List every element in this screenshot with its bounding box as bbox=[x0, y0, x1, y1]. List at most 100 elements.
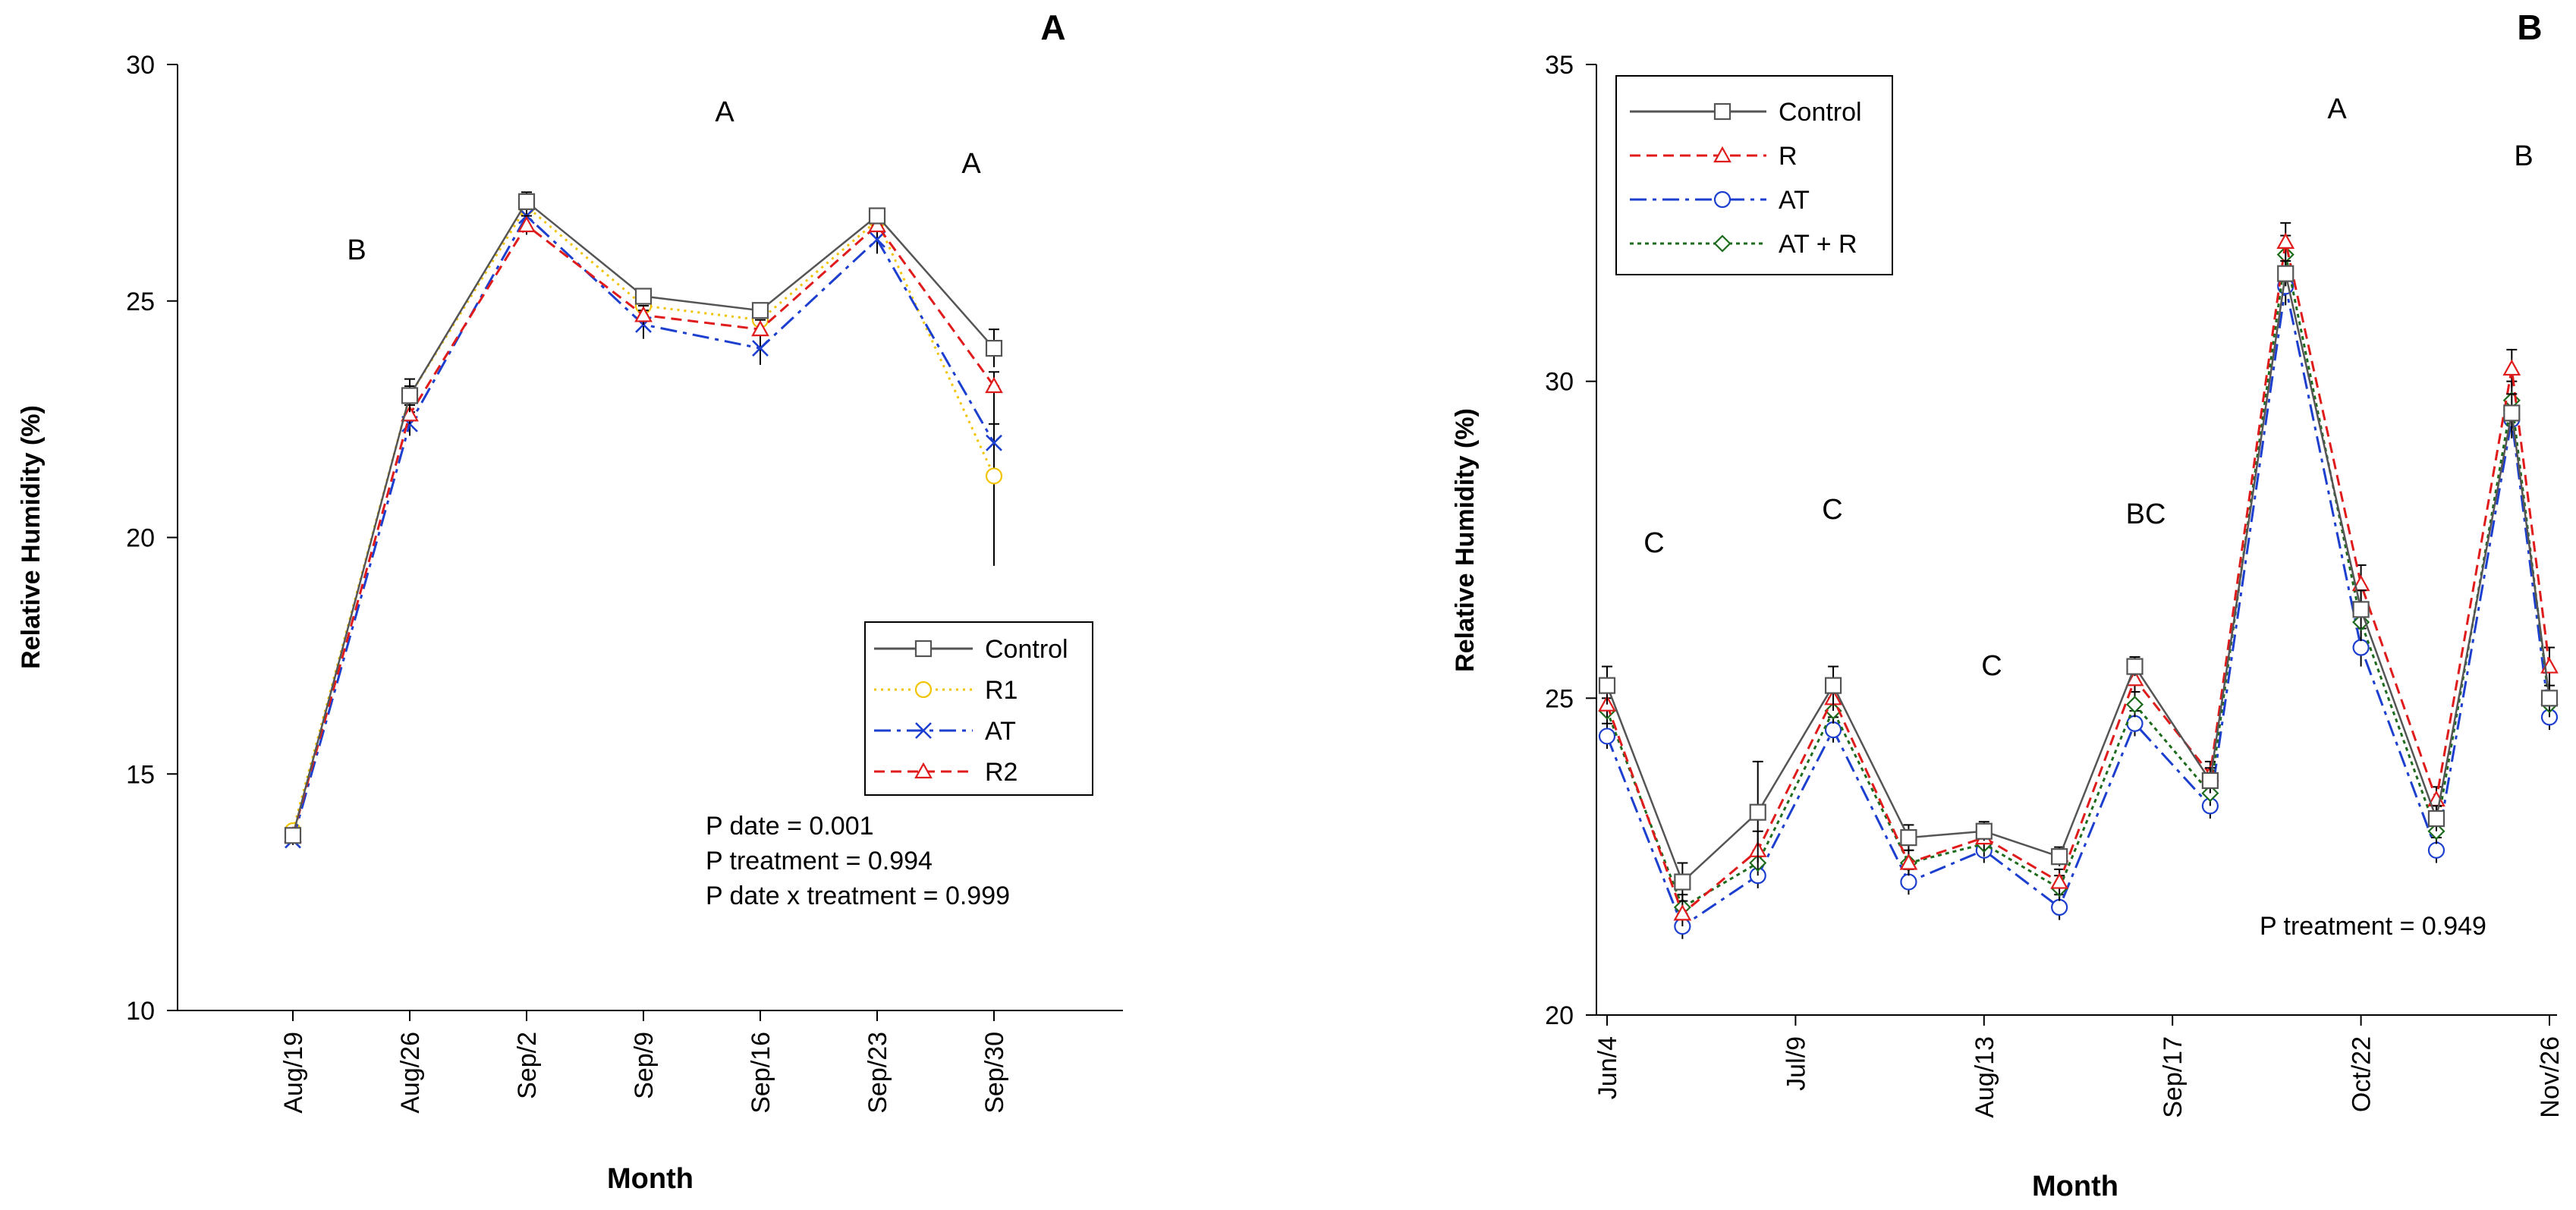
panel-b-marker bbox=[2427, 809, 2445, 828]
panel-b-legend-marker bbox=[1713, 190, 1731, 209]
panel-b-marker bbox=[1674, 873, 1691, 891]
panel-b-marker bbox=[1598, 677, 1616, 694]
panel-a-y-tick-label: 15 bbox=[126, 760, 155, 789]
panel-a-legend-label: R2 bbox=[985, 758, 1018, 787]
panel-b-y-axis-title: Relative Humidity (%) bbox=[1451, 408, 1480, 672]
panel-b-marker bbox=[2352, 601, 2370, 618]
panel-b-series-line bbox=[1606, 241, 2551, 916]
panel-b-x-tick-label: Jun/4 bbox=[1593, 1036, 1622, 1099]
panel-a-x-tick-label: Sep/30 bbox=[980, 1032, 1009, 1114]
panel-b-significance-letter: B bbox=[2514, 140, 2533, 172]
panel-a-significance-letter: A bbox=[961, 148, 981, 180]
panel-b-significance-letter: C bbox=[1822, 494, 1842, 526]
panel-b-marker bbox=[2050, 872, 2069, 889]
panel-a-stats-line: P date x treatment = 0.999 bbox=[706, 882, 1010, 910]
panel-b-x-tick-label: Nov/26 bbox=[2536, 1036, 2565, 1118]
panel-a-x-tick-label: Sep/9 bbox=[630, 1032, 659, 1099]
panel-b: B Relative Humidity (%) Month 20 25 30 35 J… bbox=[1451, 8, 2565, 1202]
panel-b-x-tick-label: Sep/17 bbox=[2159, 1036, 2188, 1118]
panel-b-x-tick-label: Jul/9 bbox=[1782, 1036, 1810, 1091]
panel-a-marker bbox=[401, 387, 419, 404]
panel-a-legend: Control R1 AT R2 bbox=[864, 621, 1093, 796]
panel-a-marker bbox=[401, 405, 419, 422]
panel-b-y-tick-label: 25 bbox=[1545, 684, 1574, 713]
panel-a-marker bbox=[868, 215, 886, 233]
panel-b-marker bbox=[2125, 696, 2144, 714]
panel-b-significance-letter: C bbox=[1981, 650, 2002, 682]
panel-b-legend: Control R AT AT + R bbox=[1615, 75, 1893, 275]
panel-b-marker bbox=[2427, 841, 2445, 859]
panel-a-marker bbox=[985, 467, 1003, 485]
panel-a-series-control bbox=[284, 191, 1003, 844]
panel-b-stats-line: P treatment = 0.949 bbox=[2260, 912, 2486, 941]
panel-a-x-tick-label: Sep/23 bbox=[863, 1032, 892, 1114]
panel-b-legend-label: AT bbox=[1779, 186, 1810, 215]
panel-b-legend-marker bbox=[1713, 234, 1731, 253]
panel-a-legend-label: AT bbox=[985, 717, 1016, 746]
panel-b-series-at-r bbox=[1598, 234, 2559, 920]
panel-a-x-tick-label: Aug/19 bbox=[279, 1032, 308, 1114]
panel-a-marker bbox=[751, 319, 769, 337]
panel-b-legend-label: R bbox=[1779, 142, 1798, 171]
panel-b-legend-label: AT + R bbox=[1779, 230, 1857, 259]
panel-b-marker bbox=[2201, 772, 2219, 790]
panel-a-x-tick-label: Sep/16 bbox=[747, 1032, 775, 1114]
panel-b-marker bbox=[1749, 803, 1766, 821]
panel-a-marker bbox=[517, 215, 536, 233]
panel-b-series-r bbox=[1598, 222, 2559, 927]
panel-a-marker bbox=[634, 288, 653, 305]
panel-a-significance-letter: B bbox=[347, 234, 366, 266]
panel-b-x-tick-label: Aug/13 bbox=[1971, 1036, 1999, 1118]
panel-a-marker bbox=[517, 193, 536, 210]
panel-a-y-axis-title: Relative Humidity (%) bbox=[17, 405, 46, 669]
panel-b-marker bbox=[1899, 853, 1918, 870]
panel-a-marker bbox=[868, 207, 886, 225]
panel-b-x-axis-title: Month bbox=[2032, 1171, 2118, 1202]
panel-b-significance-letter: A bbox=[2327, 93, 2347, 125]
panel-a-y-tick-label: 10 bbox=[126, 997, 155, 1026]
panel-a-legend-marker bbox=[914, 640, 933, 658]
panel-a-marker bbox=[634, 306, 653, 322]
panel-a-legend-marker bbox=[914, 680, 933, 699]
panel-b-legend-marker bbox=[1713, 146, 1731, 163]
panel-a-marker bbox=[751, 302, 769, 319]
panel-a-legend-marker bbox=[915, 722, 932, 739]
panel-b-marker bbox=[1900, 873, 1917, 891]
panel-b-marker bbox=[1824, 721, 1842, 739]
panel-b-marker bbox=[1824, 677, 1842, 694]
panel-b-x-tick-label: Oct/22 bbox=[2348, 1036, 2376, 1112]
panel-a-x-axis-title: Month bbox=[607, 1163, 694, 1195]
panel-a-x-tick-label: Aug/26 bbox=[396, 1032, 425, 1114]
panel-a-stats-line: P treatment = 0.994 bbox=[706, 847, 933, 875]
panel-b-series-at bbox=[1598, 266, 2559, 939]
panel-b-marker bbox=[2277, 265, 2294, 282]
panel-b-marker bbox=[2051, 898, 2068, 916]
panel-b-marker bbox=[1900, 829, 1917, 847]
panel-b-marker bbox=[2051, 848, 2068, 866]
panel-a-y-tick-label: 25 bbox=[126, 288, 155, 316]
panel-a-significance-letter: A bbox=[715, 96, 734, 128]
panel-a-legend-box bbox=[864, 621, 1093, 796]
panel-a-legend-label: Control bbox=[985, 635, 1068, 664]
panel-b-legend-label: Control bbox=[1779, 98, 1862, 127]
panel-b-y-tick-label: 20 bbox=[1545, 1001, 1574, 1030]
panel-a-marker bbox=[752, 340, 769, 357]
panel-b-y-tick-label: 30 bbox=[1545, 368, 1574, 397]
panel-b-y-tick-label: 35 bbox=[1545, 51, 1574, 80]
panel-b-legend-marker bbox=[1713, 102, 1731, 121]
panel-b-series-control bbox=[1598, 259, 2559, 901]
panel-b-marker bbox=[1975, 822, 1993, 840]
panel-a-label: A bbox=[1040, 8, 1065, 47]
panel-b-legend-box bbox=[1615, 75, 1893, 275]
panel-b-series-line bbox=[1606, 286, 2551, 929]
panel-a-stats-line: P date = 0.001 bbox=[706, 812, 874, 841]
panel-a-y-tick-label: 30 bbox=[126, 51, 155, 80]
panel-b-marker bbox=[1673, 904, 1692, 921]
panel-a-marker bbox=[284, 827, 302, 844]
panel-b-marker bbox=[2502, 359, 2521, 376]
panel-b-marker bbox=[2503, 404, 2521, 422]
panel-a-legend-label: R1 bbox=[985, 676, 1018, 705]
panel-a-y-tick-label: 20 bbox=[126, 524, 155, 553]
panel-a-x-tick-label: Sep/2 bbox=[513, 1032, 542, 1099]
